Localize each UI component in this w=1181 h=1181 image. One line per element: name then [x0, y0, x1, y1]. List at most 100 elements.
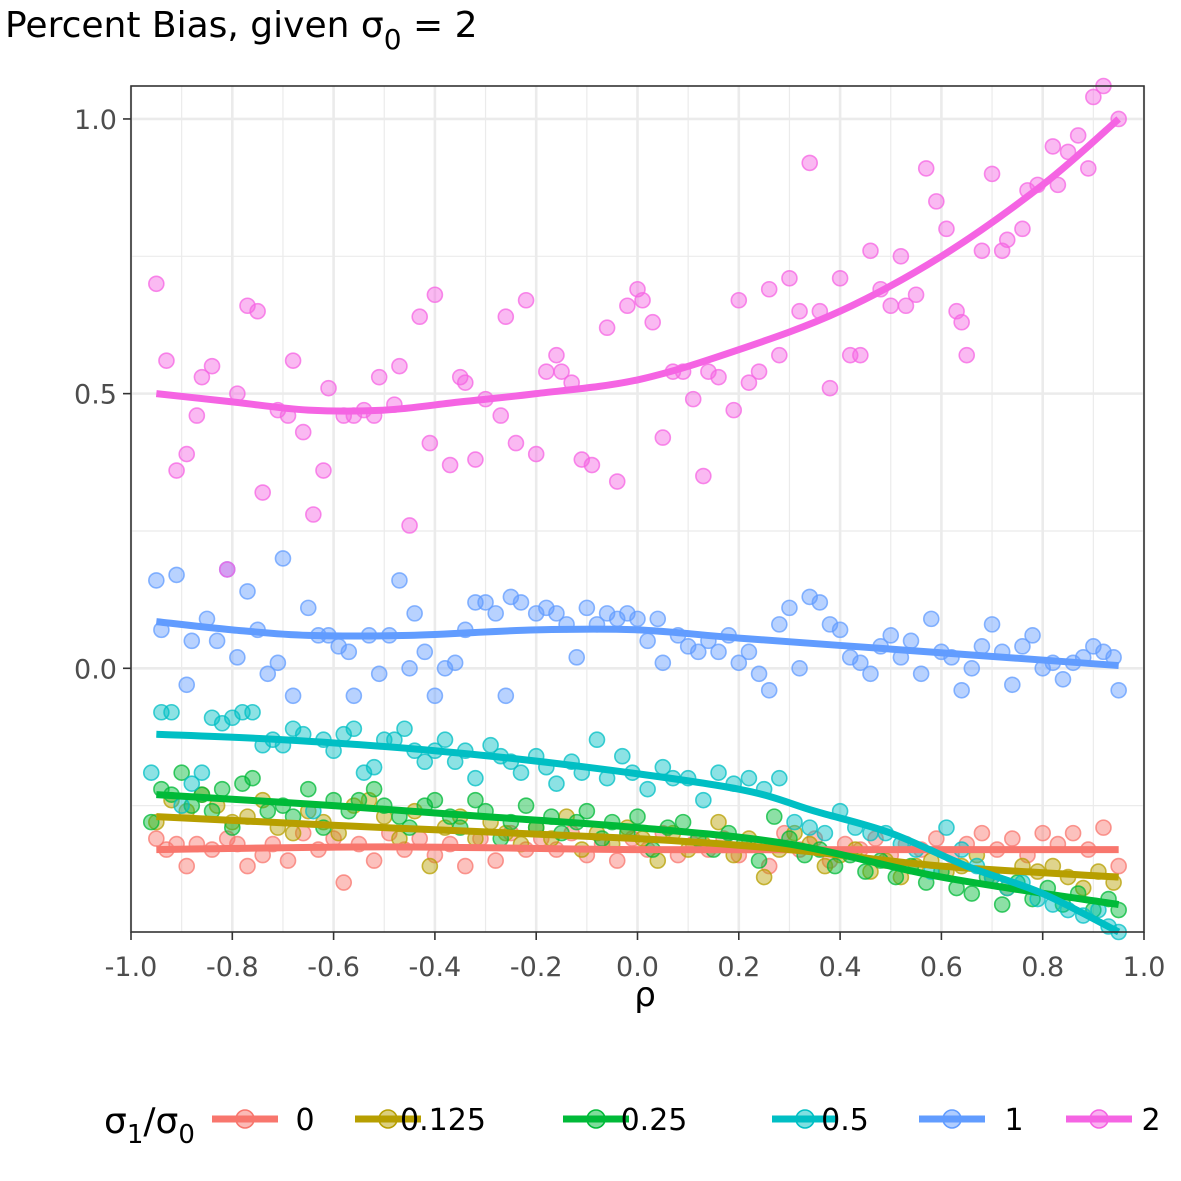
- data-point-1: [502, 588, 520, 606]
- data-point-1: [953, 681, 970, 699]
- data-point-2: [695, 467, 712, 485]
- data-point-0: [1064, 824, 1082, 842]
- data-point-2: [583, 456, 601, 474]
- data-point-0: [365, 852, 383, 869]
- data-point-1: [1085, 638, 1102, 655]
- x-axis: -1.0 -0.8 -0.6 -0.4 -0.2 0.0 0.2 0.4 0.6 0.8 1.0: [105, 932, 1166, 983]
- data-point-2: [148, 275, 165, 293]
- data-point-1: [345, 687, 363, 705]
- data-point-0: [973, 824, 991, 842]
- legend-title-sub2: 0: [178, 1120, 195, 1150]
- x-tick-label: -0.2: [510, 952, 563, 983]
- data-point-1: [821, 616, 839, 633]
- data-point-2: [168, 462, 185, 479]
- data-point-0.5: [467, 769, 484, 787]
- data-point-2: [441, 456, 459, 474]
- chart-title-subscript: 0: [384, 23, 402, 56]
- data-point-1: [259, 665, 277, 683]
- x-tick-label: 0.2: [717, 952, 760, 983]
- y-tick-label: 1.0: [74, 105, 117, 136]
- data-point-0.25: [173, 764, 190, 781]
- data-point-1: [912, 665, 930, 683]
- data-point-0.5: [639, 780, 656, 798]
- data-point-2: [644, 313, 661, 331]
- data-point-2: [284, 352, 302, 369]
- data-point-2: [370, 368, 388, 386]
- legend-item-0: 0: [212, 1103, 315, 1138]
- legend-key-point: [795, 1109, 815, 1129]
- data-point-2: [548, 346, 565, 364]
- data-point-0: [178, 857, 196, 875]
- data-point-0.25: [467, 791, 484, 809]
- data-point-1: [862, 665, 879, 683]
- data-point-2: [158, 352, 175, 369]
- data-point-0.5: [355, 764, 373, 781]
- y-axis: 0.0 0.5 1.0: [74, 105, 131, 685]
- data-point-0: [335, 874, 353, 891]
- trend-line-0: [156, 843, 1119, 854]
- data-point-2: [320, 379, 337, 397]
- data-point-0.25: [234, 775, 251, 792]
- data-point-1: [548, 605, 565, 622]
- data-point-0.5: [142, 764, 160, 781]
- data-point-1: [841, 649, 859, 666]
- data-point-0.5: [436, 731, 454, 749]
- data-point-2: [791, 302, 808, 320]
- data-point-1: [831, 621, 849, 639]
- x-tick-label: 0.4: [819, 952, 862, 983]
- data-point-1: [1014, 638, 1031, 655]
- legend-key-point: [1089, 1109, 1109, 1129]
- data-point-0.125: [755, 868, 773, 886]
- data-point-2: [249, 302, 266, 320]
- data-point-1: [598, 605, 616, 622]
- trend-line-1: [155, 618, 1119, 670]
- data-point-1: [619, 605, 636, 622]
- data-point-1: [1004, 676, 1021, 694]
- data-point-1: [370, 665, 388, 683]
- data-point-1: [649, 610, 667, 628]
- data-point-2: [781, 269, 798, 287]
- data-point-2: [750, 363, 768, 380]
- legend-title-sub1: 1: [127, 1120, 144, 1150]
- legend-key-point: [235, 1109, 255, 1129]
- legend-label: 2: [1141, 1103, 1160, 1138]
- data-point-0.5: [512, 764, 530, 781]
- legend-label: 0: [295, 1103, 314, 1138]
- data-point-1: [436, 660, 454, 677]
- data-point-0.25: [142, 813, 160, 831]
- data-point-1: [284, 687, 302, 705]
- x-tick-label: 0.0: [616, 952, 659, 983]
- data-point-0.25: [765, 808, 783, 825]
- legend-label: 0.5: [821, 1103, 869, 1138]
- data-point-2: [401, 517, 418, 534]
- data-point-1: [538, 599, 555, 617]
- chart-title-suffix: = 2: [402, 5, 478, 46]
- data-point-1: [740, 643, 758, 661]
- trend-lines: [155, 116, 1121, 936]
- data-point-0.25: [629, 808, 646, 825]
- x-tick-label: -1.0: [105, 952, 158, 983]
- data-point-2: [456, 374, 474, 391]
- x-tick-label: 0.8: [1021, 952, 1064, 983]
- data-point-2: [852, 346, 869, 364]
- data-point-2: [862, 242, 879, 260]
- legend-item-0.5: 0.5: [772, 1103, 869, 1138]
- data-point-2: [983, 165, 1001, 183]
- data-point-0.5: [588, 731, 606, 749]
- legend-title: σ1/σ0: [104, 1101, 195, 1150]
- data-point-1: [391, 572, 408, 589]
- legend-item-0.125: 0.125: [355, 1103, 486, 1138]
- data-point-1: [902, 632, 920, 650]
- data-point-0.125: [421, 857, 439, 875]
- x-axis-title: ρ: [634, 975, 656, 1015]
- trend-line-0.125: [156, 813, 1119, 881]
- data-point-1: [852, 654, 869, 672]
- data-point-1: [208, 632, 226, 650]
- data-point-0.125: [284, 824, 302, 842]
- data-point-0.5: [710, 764, 727, 781]
- legend-title-slash: /σ: [143, 1101, 178, 1142]
- x-tick-label: 1.0: [1123, 952, 1166, 983]
- data-point-0.25: [244, 769, 261, 787]
- data-point-2: [239, 297, 256, 315]
